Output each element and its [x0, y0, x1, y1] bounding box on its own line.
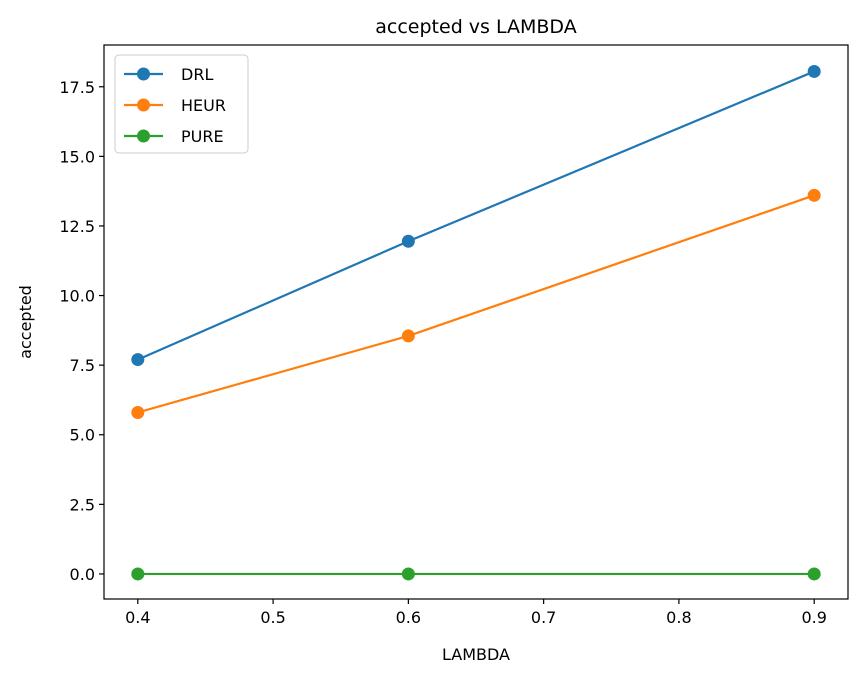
legend-marker-pure [137, 129, 150, 143]
x-tick-label: 0.5 [260, 608, 285, 627]
legend-marker-drl [137, 67, 150, 81]
legend-label-drl: DRL [181, 65, 213, 84]
y-tick-label: 15.0 [59, 147, 95, 166]
y-tick-label: 12.5 [59, 217, 95, 236]
axes-frame [103, 44, 849, 600]
legend: DRL HEUR PURE [114, 54, 249, 154]
x-tick-label: 0.6 [396, 608, 421, 627]
y-tick-label: 10.0 [59, 287, 95, 306]
y-tick-label: 7.5 [70, 356, 95, 375]
x-tick-label: 0.9 [801, 608, 826, 627]
legend-marker-heur [137, 98, 150, 112]
data-point-drl [131, 353, 145, 367]
x-tick-label: 0.4 [125, 608, 150, 627]
x-tick-label: 0.7 [531, 608, 556, 627]
data-point-pure [807, 567, 821, 581]
x-tick-label: 0.8 [666, 608, 691, 627]
data-point-heur [807, 188, 821, 202]
data-point-pure [401, 567, 415, 581]
data-point-heur [401, 329, 415, 343]
y-tick-label: 17.5 [59, 78, 95, 97]
plot-area: 0.4 0.5 0.6 0.7 0.8 0.9 0.0 2.5 5.0 7.5 10.0 12.5 15… [59, 64, 827, 627]
chart-title: accepted vs LAMBDA [375, 16, 576, 38]
data-point-heur [131, 405, 145, 419]
y-tick-label: 5.0 [70, 426, 95, 445]
legend-box [114, 54, 249, 154]
data-point-pure [131, 567, 145, 581]
y-tick-label: 2.5 [70, 495, 95, 514]
data-point-drl [807, 64, 821, 78]
legend-label-heur: HEUR [181, 96, 226, 115]
legend-label-pure: PURE [181, 127, 224, 146]
data-point-drl [401, 234, 415, 248]
y-tick-label: 0.0 [70, 565, 95, 584]
y-axis-title: accepted [16, 285, 35, 359]
x-axis-title: LAMBDA [442, 645, 510, 664]
